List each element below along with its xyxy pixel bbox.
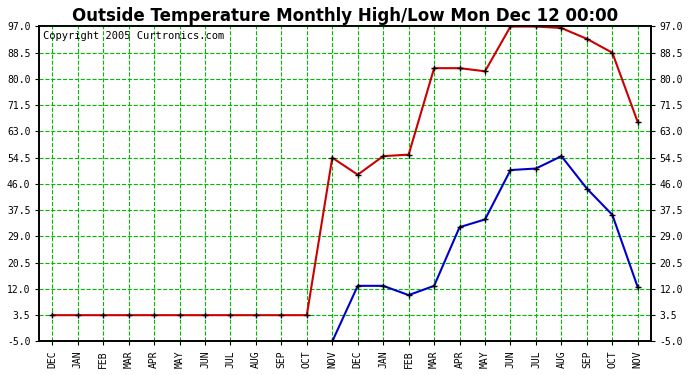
Text: Copyright 2005 Curtronics.com: Copyright 2005 Curtronics.com	[43, 31, 224, 41]
Title: Outside Temperature Monthly High/Low Mon Dec 12 00:00: Outside Temperature Monthly High/Low Mon…	[72, 7, 618, 25]
